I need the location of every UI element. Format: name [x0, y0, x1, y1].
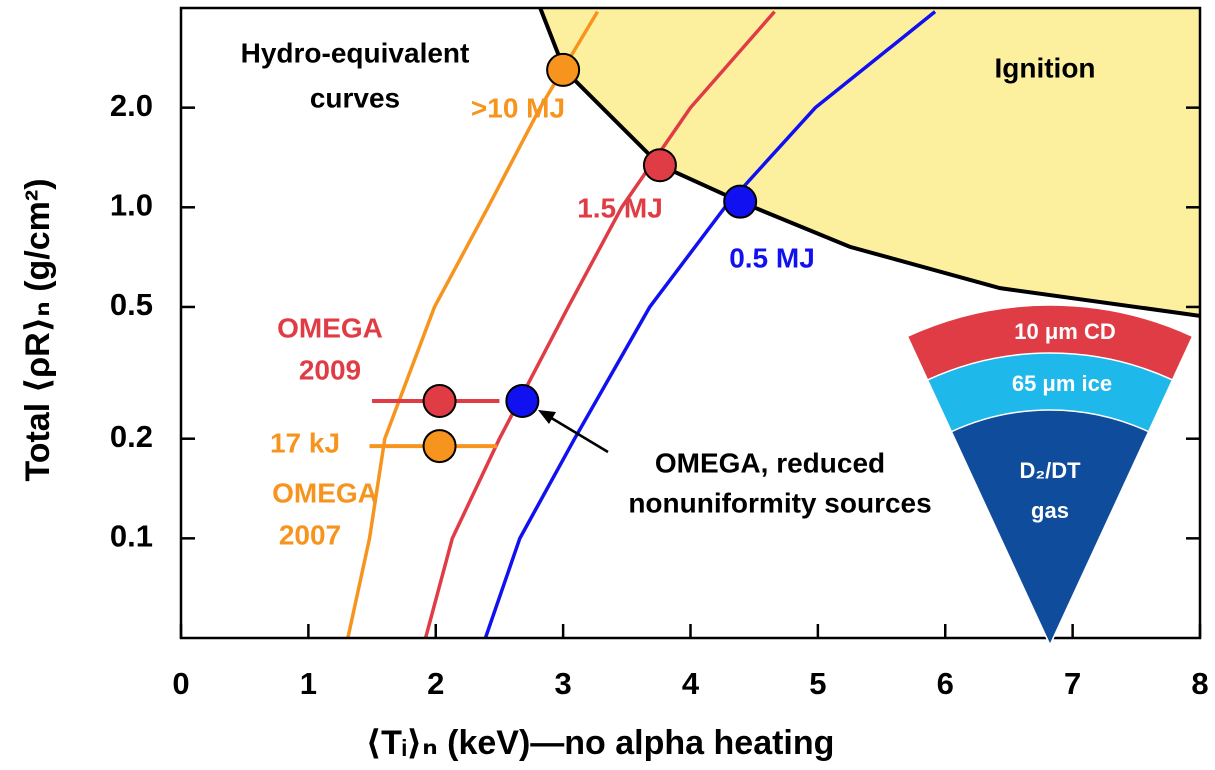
- inset-label: 65 μm ice: [1012, 371, 1112, 396]
- y-axis-label: Total ⟨ρR⟩ₙ (g/cm²): [19, 178, 57, 481]
- y-tick-label: 0.1: [110, 519, 153, 554]
- y-tick-label: 2.0: [110, 88, 153, 123]
- annotation: 2009: [299, 354, 361, 385]
- arrow-head: [538, 410, 556, 424]
- ignition-label: Ignition: [994, 52, 1095, 83]
- data-point: [424, 430, 456, 462]
- data-point: [424, 385, 456, 417]
- ignition-region: [540, 3, 1205, 316]
- y-tick-label: 0.5: [110, 287, 153, 322]
- annotation: OMEGA: [277, 312, 383, 343]
- x-tick-label: 7: [1064, 666, 1081, 701]
- x-tick-label: 5: [809, 666, 826, 701]
- curve-label: >10 MJ: [471, 92, 565, 123]
- x-tick-label: 4: [682, 666, 700, 701]
- x-tick-label: 8: [1191, 666, 1208, 701]
- arrow-shaft: [548, 416, 608, 452]
- x-tick-label: 1: [300, 666, 317, 701]
- y-tick-label: 0.2: [110, 419, 153, 454]
- data-point: [724, 186, 756, 218]
- x-tick-label: 0: [172, 666, 189, 701]
- data-point: [547, 54, 579, 86]
- annotation: nonuniformity sources: [628, 487, 931, 518]
- inset-label: D₂/DT: [1019, 458, 1081, 483]
- chart: ⟨Tᵢ⟩ₙ (keV)—no alpha heating Total ⟨ρR⟩ₙ…: [0, 0, 1215, 770]
- x-tick-label: 3: [555, 666, 572, 701]
- annotation: Hydro-equivalent: [241, 37, 470, 68]
- x-axis-label: ⟨Tᵢ⟩ₙ (keV)—no alpha heating: [366, 724, 835, 762]
- annotation: OMEGA, reduced: [655, 447, 885, 478]
- inset-label: gas: [1031, 498, 1069, 523]
- layer-gas: [951, 410, 1148, 645]
- annotation: OMEGA: [272, 477, 378, 508]
- x-tick-label: 6: [937, 666, 954, 701]
- annotation: 17 kJ: [270, 427, 340, 458]
- data-point: [644, 149, 676, 181]
- curve-label: 1.5 MJ: [577, 192, 663, 223]
- inset-label: 10 μm CD: [1014, 319, 1116, 344]
- annotation: curves: [310, 82, 400, 113]
- data-point: [506, 385, 538, 417]
- y-tick-label: 1.0: [110, 187, 153, 222]
- curve-label: 0.5 MJ: [729, 242, 815, 273]
- x-tick-label: 2: [427, 666, 444, 701]
- annotation: 2007: [279, 519, 341, 550]
